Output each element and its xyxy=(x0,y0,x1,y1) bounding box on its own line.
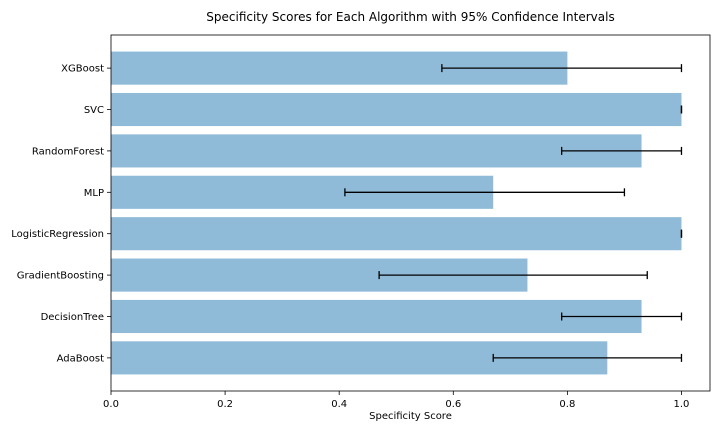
y-tick-label-svc: SVC xyxy=(84,105,104,116)
x-axis-label: Specificity Score xyxy=(369,411,452,422)
x-tick-label-0: 0.0 xyxy=(103,399,119,410)
y-tick-label-gradientboosting: GradientBoosting xyxy=(17,271,104,282)
bar-logisticregression xyxy=(111,217,682,251)
x-tick-label-4: 0.8 xyxy=(559,399,575,410)
x-tick-label-5: 1.0 xyxy=(674,399,690,410)
y-tick-label-adaboost: AdaBoost xyxy=(57,353,104,364)
chart-title: Specificity Scores for Each Algorithm wi… xyxy=(206,10,614,24)
bar-svc xyxy=(111,92,682,127)
y-tick-label-decisiontree: DecisionTree xyxy=(41,312,104,323)
y-tick-label-randomforest: RandomForest xyxy=(32,146,104,157)
y-axis-ticks: AdaBoost DecisionTree GradientBoosting Logi… xyxy=(11,64,111,364)
plot-frame xyxy=(110,34,711,392)
y-tick-label-logisticregression: LogisticRegression xyxy=(11,229,104,240)
x-axis-ticks: 0.0 0.2 0.4 0.6 0.8 1.0 xyxy=(103,391,689,410)
bars-layer xyxy=(111,51,682,375)
bar-decisiontree xyxy=(111,299,642,334)
bar-randomforest xyxy=(111,134,642,168)
y-tick-label-xgboost: XGBoost xyxy=(61,64,104,75)
error-bars-layer xyxy=(344,64,683,362)
x-tick-label-2: 0.4 xyxy=(331,399,347,410)
x-tick-label-1: 0.2 xyxy=(217,399,233,410)
y-tick-label-mlp: MLP xyxy=(84,188,104,199)
x-tick-label-3: 0.6 xyxy=(445,399,461,410)
